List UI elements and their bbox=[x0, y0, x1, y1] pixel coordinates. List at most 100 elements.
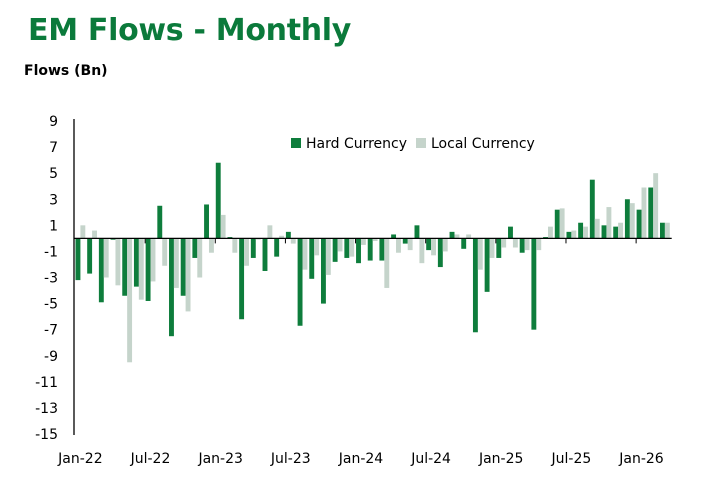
x-axis-ticks: Jan-22 Jul-22 Jan-23 Jul-23 Jan-24 Jul-24 Jan-… bbox=[57, 451, 664, 467]
y-axis-title: Flows (Bn) bbox=[24, 63, 108, 79]
bar-local-currency bbox=[92, 230, 97, 239]
y-tick-label: 7 bbox=[49, 140, 58, 156]
bar-local-currency bbox=[279, 235, 285, 239]
bar-local-currency bbox=[150, 238, 156, 282]
bar-hard-currency bbox=[274, 238, 280, 257]
bar-hard-currency bbox=[169, 238, 174, 337]
bar-local-currency bbox=[127, 238, 133, 363]
bar-local-currency bbox=[396, 238, 401, 253]
legend-swatch-local-currency bbox=[416, 138, 426, 148]
bar-local-currency bbox=[489, 238, 495, 258]
bar-local-currency bbox=[501, 238, 507, 248]
bar-hard-currency bbox=[414, 225, 420, 239]
x-tick-label: Jan-22 bbox=[57, 451, 102, 467]
bar-hard-currency bbox=[601, 225, 607, 239]
x-tick-label: Jul-25 bbox=[551, 451, 592, 467]
bar-local-currency bbox=[80, 225, 86, 239]
bar-local-currency bbox=[524, 238, 530, 251]
bar-hard-currency bbox=[589, 179, 595, 239]
bar-local-currency bbox=[103, 238, 109, 278]
bar-hard-currency bbox=[648, 187, 654, 239]
x-tick-label: Jan-26 bbox=[618, 451, 664, 467]
y-tick-label: -9 bbox=[44, 349, 58, 365]
bar-local-currency bbox=[290, 238, 296, 244]
y-tick-label: 9 bbox=[49, 114, 58, 130]
y-tick-label: 5 bbox=[49, 166, 58, 182]
bar-local-currency bbox=[664, 222, 670, 239]
bar-local-currency bbox=[559, 208, 565, 239]
bar-hard-currency bbox=[449, 231, 455, 239]
local-currency-series bbox=[80, 173, 670, 363]
bar-hard-currency bbox=[87, 238, 93, 274]
legend: Hard Currency Local Currency bbox=[291, 136, 535, 152]
legend-swatch-hard-currency bbox=[291, 138, 301, 148]
y-tick-label: -13 bbox=[35, 401, 58, 417]
bar-local-currency bbox=[477, 238, 483, 270]
bar-hard-currency bbox=[204, 204, 209, 239]
bar-hard-currency bbox=[98, 238, 104, 303]
bar-hard-currency bbox=[320, 238, 326, 304]
legend-label-hard-currency: Hard Currency bbox=[306, 136, 407, 152]
bar-hard-currency bbox=[75, 238, 81, 281]
bar-local-currency bbox=[197, 238, 203, 278]
x-tick-label: Jan-23 bbox=[197, 451, 242, 467]
bar-hard-currency bbox=[554, 209, 560, 239]
bar-hard-currency bbox=[145, 238, 151, 301]
x-tick-label: Jan-24 bbox=[338, 451, 384, 467]
y-tick-label: -7 bbox=[44, 323, 58, 339]
bar-hard-currency bbox=[133, 238, 139, 287]
bar-local-currency bbox=[232, 238, 238, 253]
hard-currency-series bbox=[75, 162, 665, 337]
bar-hard-currency bbox=[472, 238, 478, 333]
y-axis-ticks: 9 7 5 3 1 -1 -3 -5 -7 -9 -11 -13 -15 bbox=[35, 114, 58, 443]
bar-hard-currency bbox=[519, 238, 525, 253]
bar-local-currency bbox=[314, 238, 320, 256]
bar-local-currency bbox=[571, 230, 577, 239]
bar-local-currency bbox=[325, 238, 331, 275]
bar-hard-currency bbox=[262, 238, 268, 271]
bar-hard-currency bbox=[297, 238, 303, 326]
bar-hard-currency bbox=[496, 238, 502, 258]
bar-hard-currency bbox=[624, 199, 630, 239]
chart-title: EM Flows - Monthly bbox=[28, 13, 352, 48]
bar-hard-currency bbox=[461, 238, 467, 249]
bar-local-currency bbox=[220, 214, 226, 239]
bar-local-currency bbox=[115, 238, 121, 286]
bar-local-currency bbox=[442, 238, 448, 252]
bar-hard-currency bbox=[157, 205, 163, 239]
bar-hard-currency bbox=[309, 238, 315, 279]
bar-hard-currency bbox=[566, 231, 572, 239]
bar-hard-currency bbox=[508, 226, 513, 239]
bar-local-currency bbox=[466, 234, 472, 239]
bar-hard-currency bbox=[543, 237, 548, 239]
bar-local-currency bbox=[208, 238, 214, 253]
bar-local-currency bbox=[641, 187, 647, 239]
bar-local-currency bbox=[618, 222, 624, 239]
y-tick-label: -5 bbox=[44, 297, 58, 313]
bar-local-currency bbox=[372, 238, 378, 241]
bar-hard-currency bbox=[110, 238, 116, 240]
bar-local-currency bbox=[606, 207, 612, 239]
y-tick-label: -3 bbox=[44, 271, 58, 287]
x-tick-label: Jul-22 bbox=[130, 451, 171, 467]
bar-local-currency bbox=[173, 238, 179, 288]
bar-hard-currency bbox=[367, 238, 373, 261]
bar-hard-currency bbox=[426, 238, 432, 251]
bar-local-currency bbox=[138, 238, 144, 300]
bar-local-currency bbox=[548, 226, 553, 239]
bar-hard-currency bbox=[484, 238, 490, 292]
bar-hard-currency bbox=[613, 226, 619, 239]
bar-hard-currency bbox=[180, 238, 186, 296]
bar-local-currency bbox=[431, 238, 436, 256]
bar-hard-currency bbox=[391, 234, 397, 239]
bar-hard-currency bbox=[402, 238, 408, 244]
bar-hard-currency bbox=[227, 237, 233, 239]
bar-local-currency bbox=[244, 238, 249, 266]
bar-local-currency bbox=[407, 238, 413, 251]
bar-local-currency bbox=[337, 238, 343, 252]
bar-local-currency bbox=[267, 225, 273, 239]
bar-hard-currency bbox=[531, 238, 537, 330]
bar-hard-currency bbox=[344, 238, 350, 258]
bar-hard-currency bbox=[192, 238, 198, 258]
